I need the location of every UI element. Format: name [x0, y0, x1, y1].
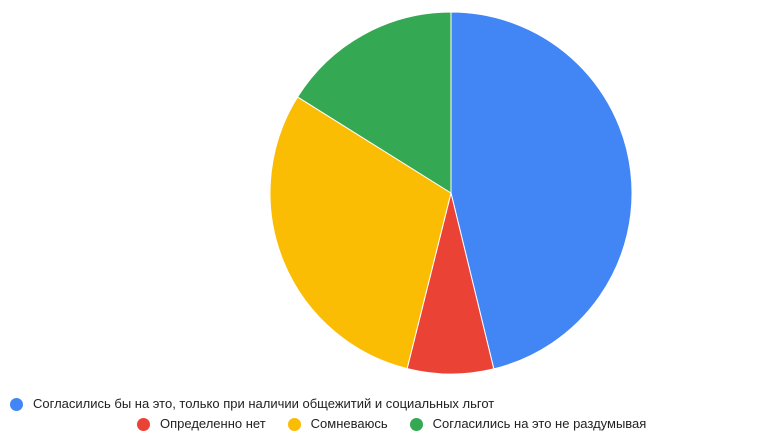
legend-dot-doubt [287, 417, 301, 431]
legend-label-doubt: Сомневаюсь [310, 416, 388, 431]
legend-dot-definitely-no [137, 417, 150, 431]
legend-item-definitely-no[interactable]: Определенно нет [137, 416, 266, 432]
pie-slice-agree-with-conditions[interactable] [450, 11, 633, 370]
legend-label-agree-with-conditions: Согласились бы на это, только при наличи… [33, 396, 495, 411]
legend-dot-agree-with-conditions [10, 397, 23, 411]
pie-slices [269, 11, 633, 375]
legend-label-agree-without-thinking: Согласились на это не раздумывая [432, 416, 647, 431]
legend-row-1: Согласились бы на это, только при наличи… [10, 396, 494, 412]
legend-label-definitely-no: Определенно нет [160, 416, 266, 431]
legend-item-doubt[interactable]: Сомневаюсь [287, 416, 388, 432]
pie-slice-agree-without-thinking[interactable] [296, 11, 452, 194]
pie-chart [269, 11, 633, 375]
legend-item-agree-with-conditions[interactable]: Согласились бы на это, только при наличи… [10, 396, 494, 412]
legend-dot-agree-without-thinking [409, 417, 423, 431]
legend-item-agree-without-thinking[interactable]: Согласились на это не раздумывая [409, 416, 647, 432]
legend-row-2: Определенно нет Сомневаюсь Согласились н… [137, 416, 646, 432]
